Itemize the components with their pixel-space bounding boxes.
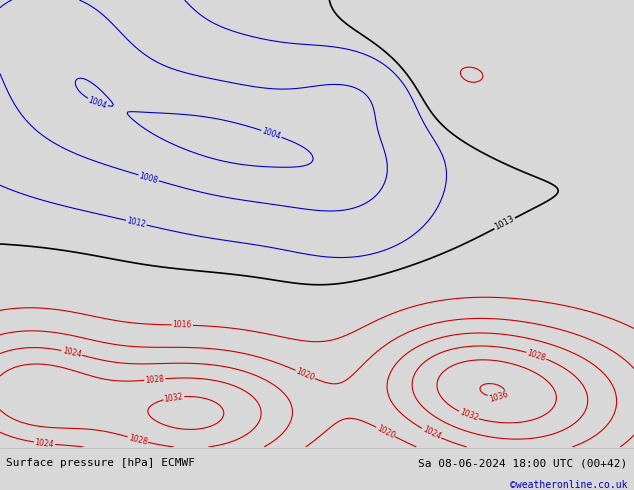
Text: ©weatheronline.co.uk: ©weatheronline.co.uk <box>510 480 628 490</box>
Text: 1013: 1013 <box>493 215 516 232</box>
Text: Surface pressure [hPa] ECMWF: Surface pressure [hPa] ECMWF <box>6 458 195 468</box>
Text: 1012: 1012 <box>126 216 146 229</box>
Text: 1020: 1020 <box>375 423 396 441</box>
Text: 1028: 1028 <box>127 433 148 446</box>
Text: 1028: 1028 <box>526 348 547 363</box>
Text: 1008: 1008 <box>138 171 159 185</box>
Text: 1004: 1004 <box>261 126 282 141</box>
Text: 1024: 1024 <box>34 438 55 449</box>
Text: Sa 08-06-2024 18:00 UTC (00+42): Sa 08-06-2024 18:00 UTC (00+42) <box>418 458 628 468</box>
Text: 1020: 1020 <box>295 367 316 383</box>
Text: 1024: 1024 <box>61 346 82 359</box>
Text: 1036: 1036 <box>488 390 509 404</box>
Text: 1004: 1004 <box>87 95 108 110</box>
Text: 1016: 1016 <box>172 320 192 330</box>
Text: 1028: 1028 <box>145 374 165 385</box>
Text: 1024: 1024 <box>421 425 442 442</box>
Text: 1032: 1032 <box>458 408 479 423</box>
Text: 1032: 1032 <box>164 392 184 403</box>
